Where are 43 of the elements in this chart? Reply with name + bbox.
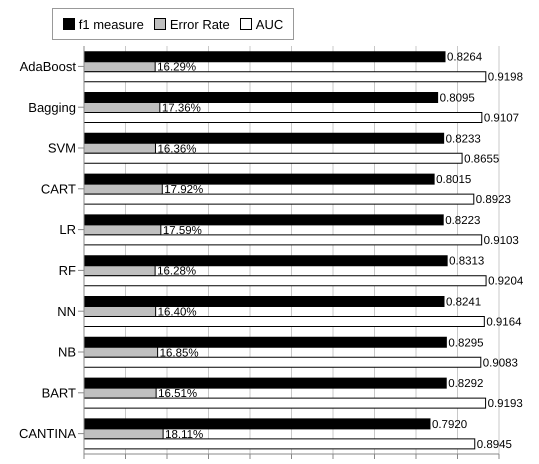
data-label: 16.28% bbox=[157, 266, 196, 278]
data-label: 0.9198 bbox=[488, 72, 523, 84]
y-tick-label: Bagging bbox=[28, 100, 76, 115]
legend-label: f1 measure bbox=[78, 16, 144, 32]
data-label: 0.9103 bbox=[484, 234, 519, 247]
data-label: 0.8015 bbox=[436, 174, 472, 186]
data-label: 16.51% bbox=[158, 388, 198, 400]
data-label: 0.8241 bbox=[446, 296, 482, 309]
data-label: 17.59% bbox=[162, 224, 202, 237]
y-tick-label: LR bbox=[59, 222, 76, 238]
data-label: 0.9107 bbox=[484, 112, 520, 125]
data-label: 0.8655 bbox=[464, 153, 500, 166]
data-label: 16.36% bbox=[157, 143, 196, 156]
data-label: 17.92% bbox=[164, 184, 204, 196]
data-label: 0.8945 bbox=[476, 438, 512, 451]
data-label: 16.85% bbox=[160, 347, 199, 360]
y-tick-label: CANTINA bbox=[18, 426, 76, 442]
data-label: 0.8264 bbox=[447, 52, 483, 64]
data-label: 0.8923 bbox=[476, 194, 511, 206]
data-label: 0.9164 bbox=[486, 316, 522, 329]
data-label: 0.9083 bbox=[482, 357, 518, 370]
data-label: 16.29% bbox=[157, 62, 196, 74]
legend-label: Error Rate bbox=[168, 16, 230, 32]
y-tick-label: CART bbox=[40, 181, 76, 196]
y-tick-label: NN bbox=[57, 304, 76, 319]
y-tick-label: RF bbox=[58, 263, 76, 278]
y-tick-label: AdaBoost bbox=[20, 59, 76, 74]
data-label: 0.7920 bbox=[432, 418, 468, 431]
data-label: 0.8223 bbox=[445, 214, 480, 227]
y-tick-label: NB bbox=[58, 344, 76, 360]
data-label: 0.9193 bbox=[488, 398, 523, 410]
data-label: 0.8292 bbox=[448, 378, 484, 390]
y-tick-label: BART bbox=[42, 385, 76, 400]
data-label: 0.8095 bbox=[440, 92, 475, 105]
legend-label: AUC bbox=[254, 16, 284, 32]
y-tick-label: SVM bbox=[48, 140, 76, 156]
data-label: 0.8295 bbox=[448, 337, 484, 350]
data-label: 17.36% bbox=[162, 102, 201, 115]
data-label: 0.8313 bbox=[449, 256, 484, 268]
data-label: 0.8233 bbox=[446, 133, 481, 146]
data-label: 16.40% bbox=[158, 306, 197, 319]
data-label: 0.9204 bbox=[488, 276, 524, 288]
data-label: 18.11% bbox=[165, 428, 204, 441]
